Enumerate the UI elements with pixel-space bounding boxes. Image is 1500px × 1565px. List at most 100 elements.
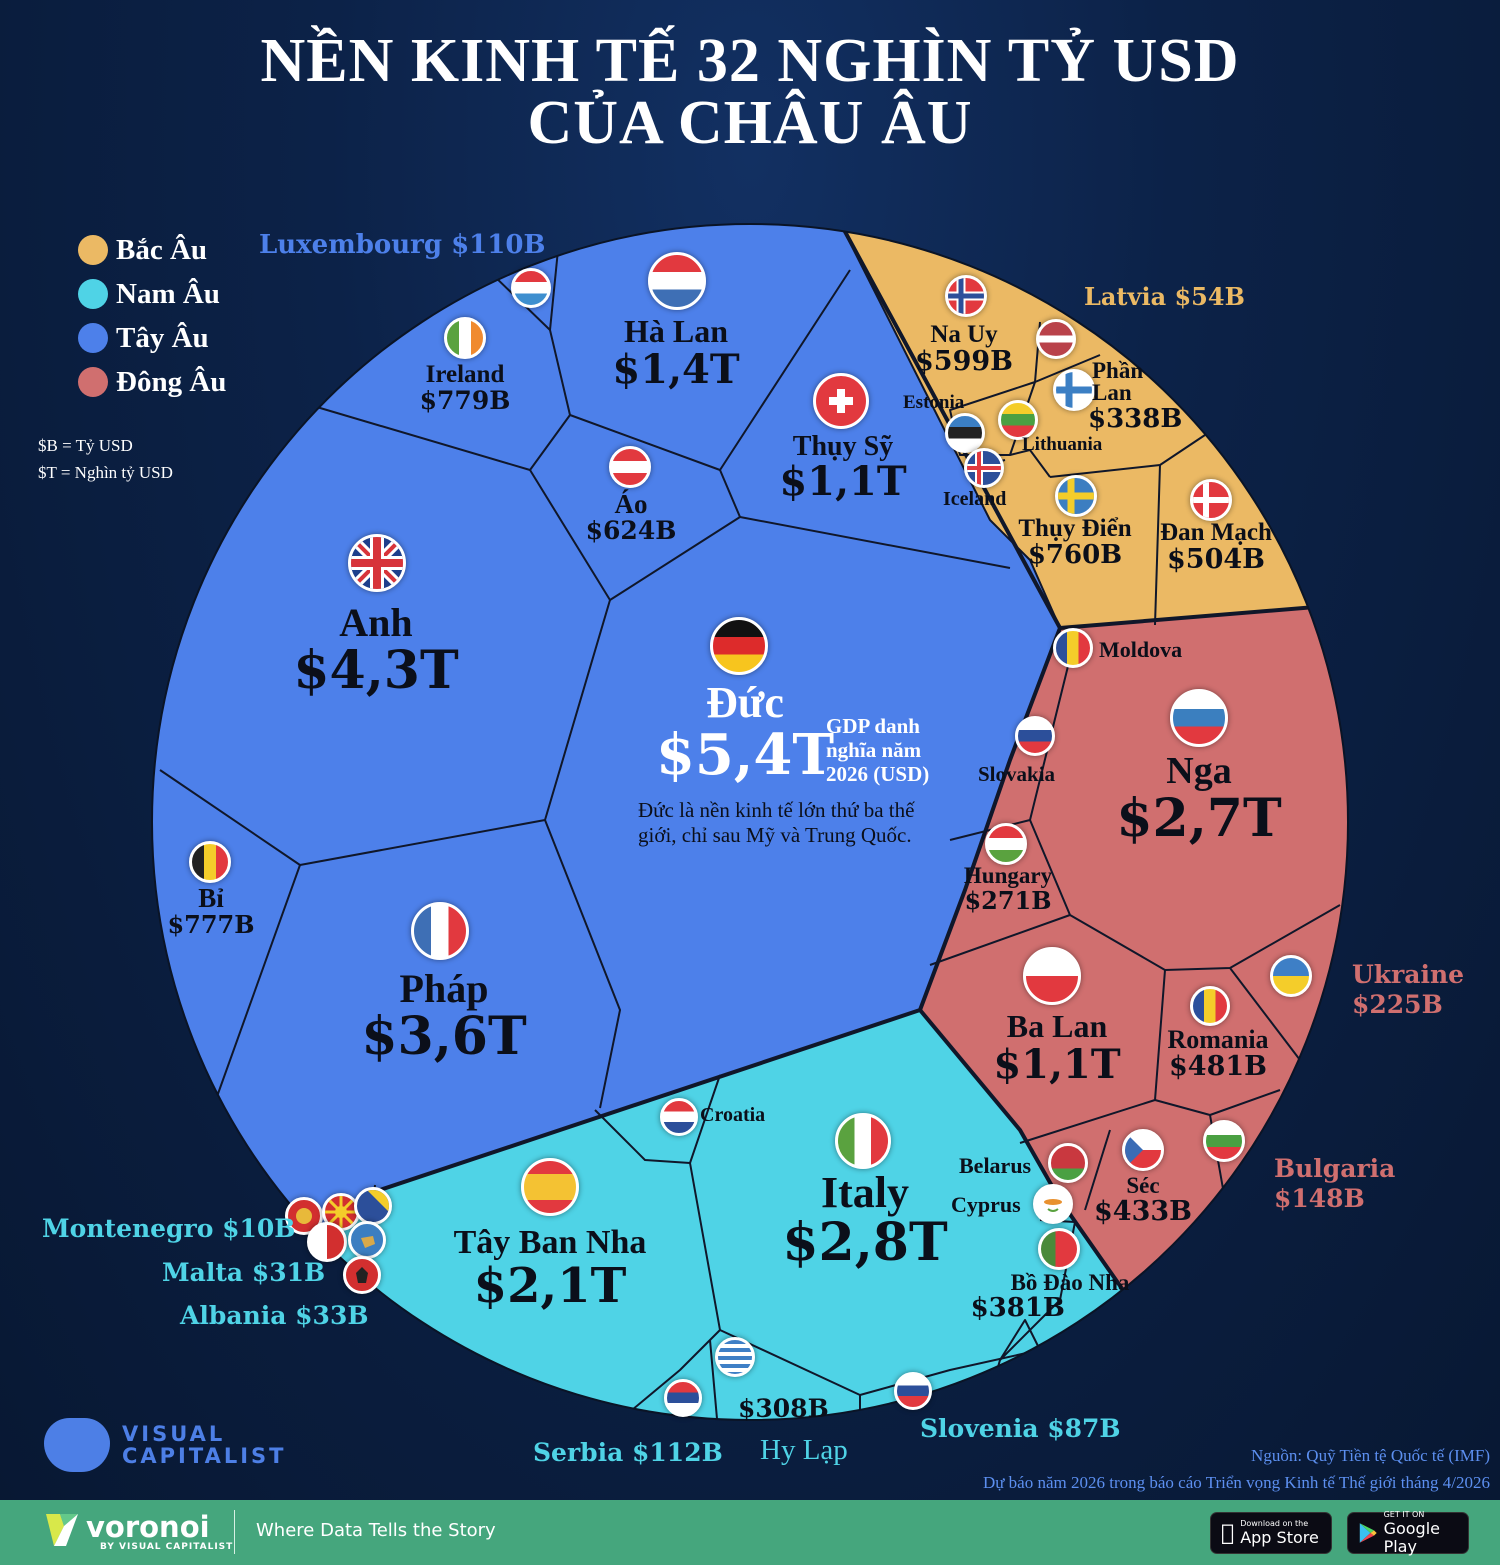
google-play-icon (1359, 1523, 1377, 1543)
label-spain: Tây Ban Nha $2,1T (453, 1224, 647, 1314)
label-ireland: Ireland $779B (419, 361, 511, 416)
label-luxembourg: Luxembourg $110B (259, 230, 546, 260)
flag-bosnia-icon (354, 1187, 392, 1225)
label-france: Pháp $3,6T (361, 966, 527, 1067)
label-serbia: Serbia $112B (533, 1438, 723, 1467)
flag-finland-icon (1053, 369, 1095, 411)
label-albania: Albania $33B (180, 1301, 369, 1330)
legend-dot-icon (78, 367, 108, 397)
legend: Bắc Âu Nam Âu Tây Âu Đông Âu (78, 228, 226, 404)
flag-kosovo-icon (348, 1221, 386, 1259)
label-latvia: Latvia $54B (1084, 282, 1245, 311)
metric-annotation: GDP danh nghĩa năm 2026 (USD) (826, 714, 930, 786)
flag-lithuania-icon (998, 400, 1038, 440)
label-estonia: Estonia (903, 392, 965, 413)
flag-iceland-icon (964, 448, 1004, 488)
label-switzerland: Thụy Sỹ $1,1T (779, 431, 907, 506)
label-slovakia: Slovakia (978, 762, 1056, 786)
label-sweden: Thụy Điển $760B (1018, 515, 1132, 571)
flag-bulgaria-icon (1203, 1120, 1245, 1162)
google-play-button[interactable]: GET IT ON Google Play (1347, 1510, 1469, 1556)
legend-item-west: Tây Âu (78, 316, 226, 360)
voronoi-logo[interactable]: voronoi (44, 1512, 210, 1548)
germany-note: Đức là nền kinh tế lớn thứ ba thế giới, … (638, 798, 915, 847)
voronoi-logo-icon (46, 1514, 78, 1546)
flag-norway-icon (945, 275, 987, 317)
visual-capitalist-logo-icon (44, 1418, 110, 1472)
flag-belarus-icon (1048, 1143, 1088, 1183)
legend-dot-icon (78, 235, 108, 265)
label-denmark: Đan Mạch $504B (1160, 519, 1272, 576)
label-czechia: Séc $433B (1094, 1173, 1192, 1228)
flag-sweden-icon (1055, 475, 1097, 517)
flag-greece-icon (715, 1337, 755, 1377)
forecast-note: Dự báo năm 2026 trong báo cáo Triển vọng… (982, 1473, 1490, 1492)
label-croatia: Croatia (700, 1104, 766, 1126)
flag-cyprus-icon (1033, 1184, 1073, 1224)
flag-netherlands-icon (648, 252, 706, 310)
label-belarus: Belarus (959, 1153, 1032, 1178)
label-slovenia: Slovenia $87B (920, 1414, 1121, 1443)
legend-item-south: Nam Âu (78, 272, 226, 316)
legend-item-north: Bắc Âu (78, 228, 226, 272)
flag-malta-icon (307, 1222, 347, 1262)
flag-romania-icon (1190, 986, 1230, 1026)
flag-uk-icon (348, 534, 406, 592)
flag-russia-icon (1170, 689, 1228, 747)
flag-serbia-icon (664, 1379, 702, 1417)
label-greece-value: $308B (738, 1394, 829, 1423)
units-note: $B = Tỷ USD $T = Nghìn tỷ USD (38, 436, 173, 482)
apple-icon:  (1221, 1521, 1234, 1546)
flag-ireland-icon (444, 317, 486, 359)
flag-denmark-icon (1190, 479, 1232, 521)
flag-italy-icon (835, 1113, 891, 1169)
label-montenegro: Montenegro $10B (42, 1214, 296, 1243)
legend-item-east: Đông Âu (78, 360, 226, 404)
visual-capitalist-logo: VISUAL CAPITALIST (44, 1418, 286, 1472)
flag-germany-icon (710, 617, 768, 675)
flag-hungary-icon (985, 823, 1027, 865)
flag-moldova-icon (1053, 628, 1093, 668)
label-greece: Hy Lạp (760, 1434, 848, 1466)
flag-spain-icon (521, 1158, 579, 1216)
footer-divider (234, 1510, 235, 1554)
label-romania: Romania $481B (1167, 1025, 1269, 1083)
label-cyprus: Cyprus (951, 1192, 1021, 1217)
legend-dot-icon (78, 279, 108, 309)
flag-france-icon (411, 902, 469, 960)
flag-slovakia-icon (1015, 716, 1055, 756)
flag-latvia-icon (1036, 319, 1076, 359)
label-ukraine: Ukraine $225B (1352, 960, 1465, 1019)
flag-luxembourg-icon (511, 268, 551, 308)
label-russia: Nga $2,7T (1116, 750, 1282, 849)
flag-switzerland-icon (813, 373, 869, 429)
footer-bar: voronoi BY VISUAL CAPITALIST Where Data … (0, 1500, 1500, 1565)
flag-ukraine-icon (1270, 955, 1312, 997)
tagline: Where Data Tells the Story (256, 1520, 496, 1541)
label-moldova: Moldova (1099, 637, 1183, 662)
label-iceland: Iceland (943, 488, 1007, 510)
source-line: Nguồn: Quỹ Tiền tệ Quốc tế (IMF) (1251, 1446, 1490, 1465)
flag-czechia-icon (1122, 1129, 1164, 1171)
label-poland: Ba Lan $1,1T (993, 1008, 1121, 1088)
legend-dot-icon (78, 323, 108, 353)
label-norway: Na Uy $599B (915, 321, 1013, 378)
flag-estonia-icon (945, 413, 985, 453)
label-portugal: Bồ Đào Nha $381B (970, 1270, 1130, 1324)
flag-portugal-icon (1038, 1228, 1080, 1270)
label-lithuania: Lithuania (1022, 434, 1103, 455)
label-finland: Phần Lan $338B (1088, 358, 1183, 434)
page-title: NỀN KINH TẾ 32 NGHÌN TỶ USD CỦA CHÂU ÂU (260, 27, 1240, 157)
label-italy: Italy $2,8T (782, 1168, 948, 1274)
flag-slovenia-icon (894, 1372, 932, 1410)
flag-belgium-icon (189, 841, 231, 883)
label-austria: Áo $624B (585, 489, 677, 546)
app-store-button[interactable]:  Download on the App Store (1210, 1512, 1332, 1554)
label-belgium: Bỉ $777B (167, 883, 255, 940)
flag-austria-icon (609, 446, 651, 488)
flag-poland-icon (1023, 947, 1081, 1005)
label-malta: Malta $31B (162, 1258, 326, 1287)
label-hungary: Hungary $271B (963, 863, 1053, 916)
flag-croatia-icon (660, 1098, 698, 1136)
label-germany: Đức $5,4T (655, 678, 835, 789)
